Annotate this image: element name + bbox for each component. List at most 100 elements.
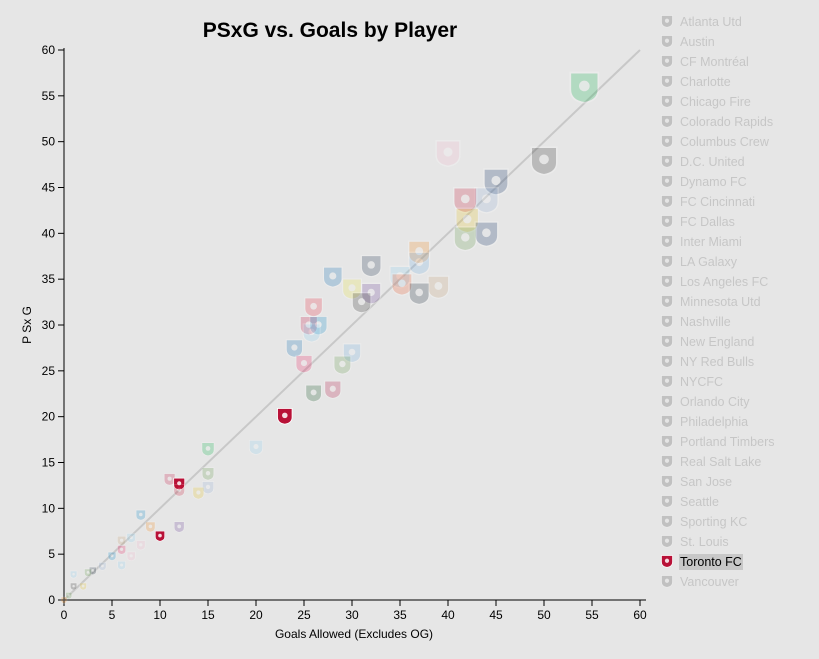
data-point[interactable] [88, 566, 97, 576]
legend-label: Nashville [680, 315, 731, 329]
legend-item[interactable]: Minnesota Utd [660, 292, 810, 312]
legend-item[interactable]: Colorado Rapids [660, 112, 810, 132]
legend-item[interactable]: Charlotte [660, 72, 810, 92]
data-point[interactable] [79, 582, 87, 591]
legend-item[interactable]: Atlanta Utd [660, 12, 810, 32]
data-point[interactable] [474, 221, 499, 248]
data-point[interactable] [391, 273, 413, 296]
data-point[interactable] [342, 278, 362, 300]
legend-label: D.C. United [680, 155, 745, 169]
legend-item[interactable]: Inter Miami [660, 232, 810, 252]
data-point[interactable] [70, 582, 78, 591]
data-point[interactable] [483, 168, 509, 196]
legend-item[interactable]: Philadelphia [660, 412, 810, 432]
y-tick-label: 0 [48, 593, 55, 607]
data-point[interactable] [173, 521, 185, 533]
y-tick-label: 5 [48, 547, 55, 561]
data-point[interactable] [69, 570, 78, 579]
data-point[interactable] [192, 486, 205, 500]
legend-item[interactable]: Vancouver [660, 572, 810, 592]
data-point[interactable] [351, 292, 372, 314]
x-tick-label: 10 [153, 608, 167, 622]
legend-item[interactable]: LA Galaxy [660, 252, 810, 272]
data-point[interactable] [285, 339, 304, 358]
data-point[interactable] [455, 207, 480, 234]
legend-label: Chicago Fire [680, 95, 751, 109]
legend-item[interactable]: Toronto FC [660, 552, 810, 572]
legend-item[interactable]: FC Dallas [660, 212, 810, 232]
data-point[interactable] [135, 509, 146, 521]
data-point[interactable] [324, 380, 342, 399]
data-point[interactable] [333, 355, 352, 375]
data-point[interactable] [569, 71, 600, 104]
data-point[interactable] [126, 551, 136, 562]
data-point[interactable] [427, 275, 450, 299]
legend-item[interactable]: Dynamo FC [660, 172, 810, 192]
data-point[interactable] [408, 282, 430, 306]
data-point[interactable] [453, 187, 478, 214]
team-crest-icon [661, 95, 673, 108]
data-point[interactable] [163, 473, 176, 486]
data-point[interactable] [408, 251, 431, 276]
legend-label: Toronto FC [679, 554, 743, 570]
data-point[interactable] [389, 265, 411, 289]
legend-item[interactable]: Orlando City [660, 392, 810, 412]
data-point[interactable] [408, 240, 431, 265]
data-point[interactable] [435, 140, 461, 168]
y-tick-label: 15 [42, 456, 56, 470]
data-point[interactable] [201, 481, 215, 495]
legend-item[interactable]: Portland Timbers [660, 432, 810, 452]
legend: Atlanta Utd Austin CF Montréal Charlotte Chi… [660, 12, 810, 592]
data-point[interactable] [60, 596, 68, 604]
legend-item[interactable]: D.C. United [660, 152, 810, 172]
legend-item[interactable]: NYCFC [660, 372, 810, 392]
data-point[interactable] [155, 530, 165, 542]
legend-item[interactable]: FC Cincinnati [660, 192, 810, 212]
data-point[interactable] [145, 521, 156, 533]
legend-item[interactable]: Real Salt Lake [660, 452, 810, 472]
legend-item[interactable]: Columbus Crew [660, 132, 810, 152]
data-point[interactable] [304, 297, 323, 318]
data-point[interactable] [360, 254, 382, 278]
x-tick-label: 25 [297, 608, 311, 622]
legend-item[interactable]: Nashville [660, 312, 810, 332]
data-point[interactable] [117, 535, 127, 546]
data-point[interactable] [126, 532, 136, 544]
data-point[interactable] [98, 562, 107, 571]
data-point[interactable] [473, 186, 499, 214]
data-point[interactable] [173, 477, 185, 491]
team-crest-icon [661, 255, 673, 268]
team-crest-icon [661, 275, 673, 288]
data-point[interactable] [277, 408, 293, 425]
legend-item[interactable]: NY Red Bulls [660, 352, 810, 372]
legend-item[interactable]: Seattle [660, 492, 810, 512]
data-point[interactable] [107, 551, 117, 561]
data-point[interactable] [65, 592, 73, 600]
data-point[interactable] [453, 226, 478, 252]
data-point[interactable] [84, 568, 92, 577]
data-point[interactable] [305, 384, 322, 403]
data-point[interactable] [201, 442, 215, 457]
data-point[interactable] [302, 323, 321, 343]
legend-item[interactable]: Los Angeles FC [660, 272, 810, 292]
data-point[interactable] [117, 545, 127, 555]
legend-item[interactable]: San Jose [660, 472, 810, 492]
data-point[interactable] [361, 282, 382, 305]
legend-item[interactable]: Sporting KC [660, 512, 810, 532]
data-point[interactable] [342, 343, 362, 364]
data-point[interactable] [201, 467, 215, 481]
data-point[interactable] [136, 540, 146, 551]
data-point[interactable] [299, 315, 318, 336]
legend-item[interactable]: New England [660, 332, 810, 352]
data-point[interactable] [173, 484, 185, 497]
legend-item[interactable]: St. Louis [660, 532, 810, 552]
data-point[interactable] [295, 354, 313, 374]
data-point[interactable] [309, 315, 328, 336]
data-point[interactable] [322, 266, 343, 288]
legend-item[interactable]: CF Montréal [660, 52, 810, 72]
data-point[interactable] [530, 146, 558, 176]
legend-item[interactable]: Chicago Fire [660, 92, 810, 112]
data-point[interactable] [248, 439, 264, 455]
data-point[interactable] [117, 560, 126, 571]
legend-item[interactable]: Austin [660, 32, 810, 52]
